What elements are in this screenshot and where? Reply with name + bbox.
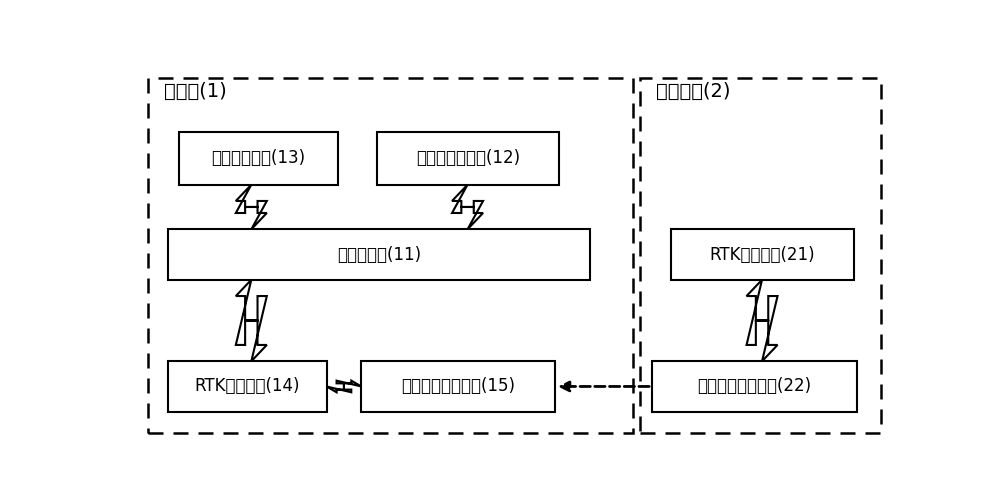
Text: 飞行控制器(11): 飞行控制器(11) [337,245,421,264]
Bar [168,229,590,280]
Bar [179,132,338,184]
Polygon shape [236,184,267,229]
Bar [377,132,559,184]
Text: 超声波测距装置(12): 超声波测距装置(12) [416,150,520,167]
Polygon shape [452,184,483,229]
Bar [168,361,326,412]
Bar [652,361,857,412]
Text: 无人机(1): 无人机(1) [164,82,226,101]
Text: RTK定位装置(14): RTK定位装置(14) [194,377,300,396]
Bar [671,229,854,280]
Polygon shape [236,280,267,361]
Text: 第一无线通信模块(15): 第一无线通信模块(15) [401,377,515,396]
Polygon shape [326,381,361,392]
Bar [640,78,881,433]
Bar [361,361,555,412]
Text: 通信基站(2): 通信基站(2) [656,82,730,101]
Polygon shape [747,280,778,361]
Text: RTK定位基站(21): RTK定位基站(21) [710,245,815,264]
Text: 惯性测量装置(13): 惯性测量装置(13) [212,150,306,167]
Bar [148,78,633,433]
Text: 第二无线通信模块(22): 第二无线通信模块(22) [698,377,812,396]
